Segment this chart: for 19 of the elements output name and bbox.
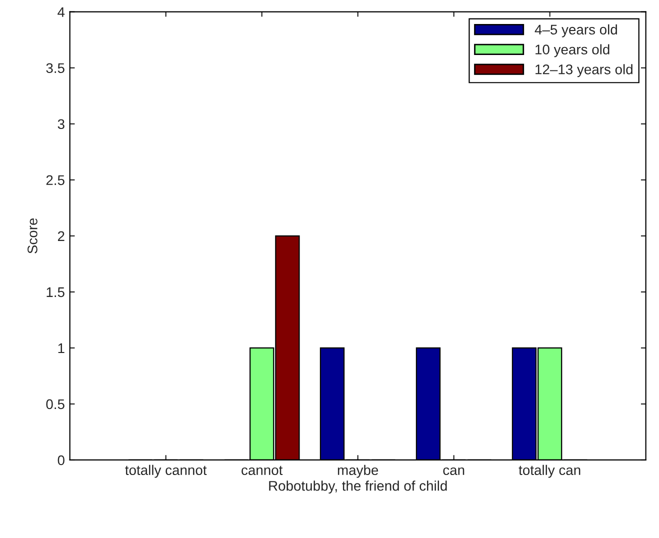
x-tick-label: can [443,467,464,476]
x-tick-label: totally can [518,464,580,478]
y-tick-label: 0.5 [46,399,64,410]
x-tick-label: totally cannot [125,464,207,478]
y-tick-label: 0 [58,455,64,466]
y-tick-label: 2.5 [46,175,64,186]
y-tick-label: 4 [58,7,65,17]
y-tick-label: 3.5 [46,63,64,74]
x-tick-label: maybe [338,464,378,478]
y-tick-label: 3 [58,119,64,130]
legend-label: 12–13 years old [536,64,632,78]
x-axis-title: Robotubby, the friend of child [269,480,447,494]
x-tick-label: cannot [242,466,283,476]
y-axis-title: Score [28,218,38,254]
legend-label: 10 years old [536,44,610,58]
y-tick-label: 1.5 [46,287,64,298]
y-tick-label: 1 [58,343,64,353]
legend-label: 4–5 years old [534,24,617,38]
y-tick-label: 2 [58,231,64,241]
